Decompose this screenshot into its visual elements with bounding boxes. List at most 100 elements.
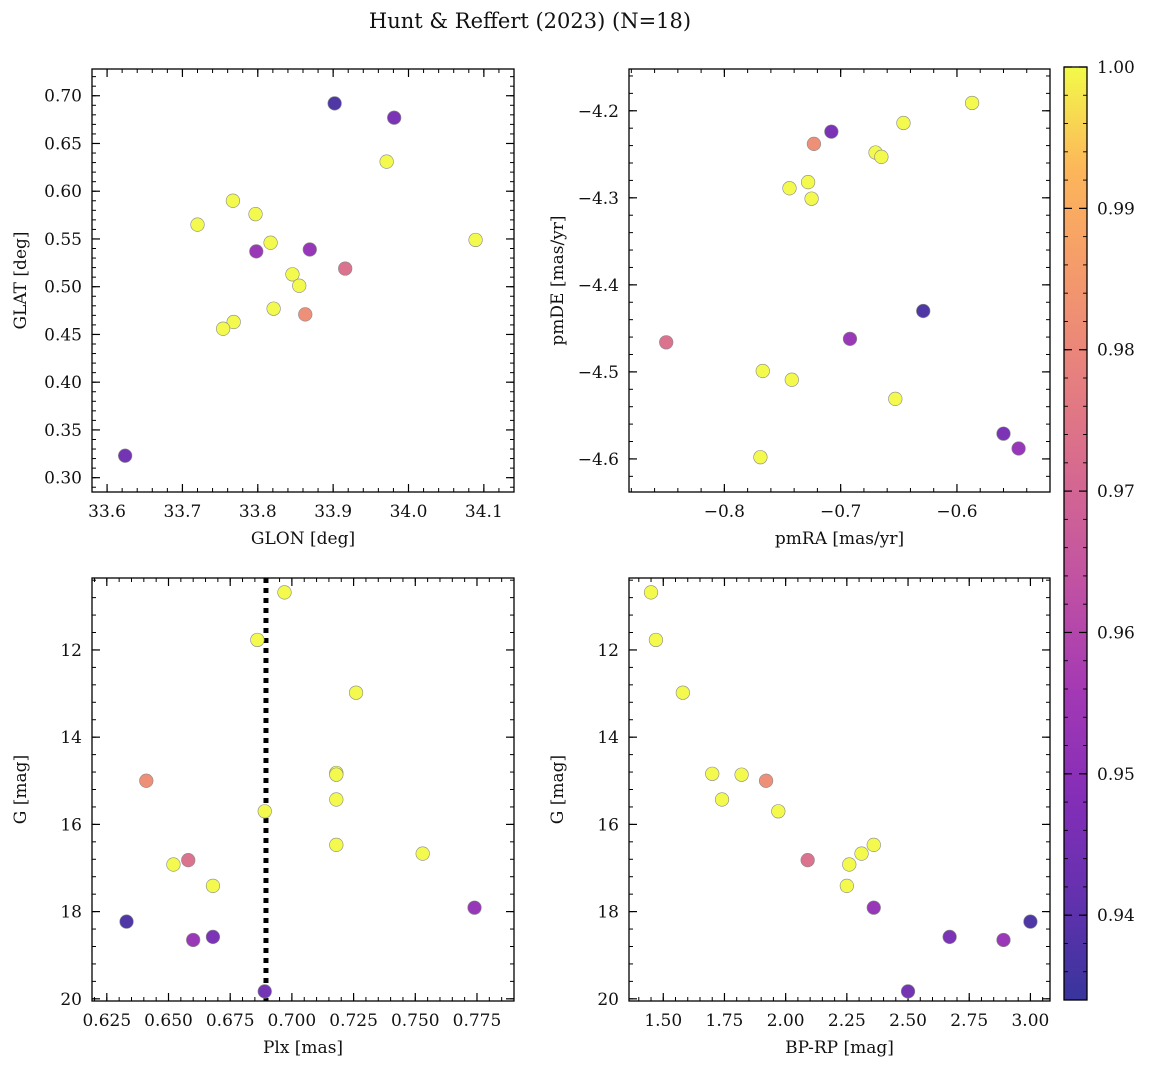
x-tick-label: 0.700 (268, 1011, 317, 1031)
y-tick-label: 0.60 (44, 182, 82, 202)
data-points (119, 578, 482, 1001)
data-points (659, 95, 1026, 465)
x-tick-label: 2.00 (767, 1011, 805, 1031)
data-point (302, 242, 317, 257)
y-tick-label: 0.65 (44, 134, 82, 154)
y-tick-label: −4.6 (578, 450, 619, 470)
data-point (205, 929, 221, 944)
x-tick-label: 33.9 (314, 502, 352, 522)
data-point (277, 585, 292, 600)
y-tick-label: −4.4 (578, 276, 619, 296)
data-point (842, 857, 857, 872)
data-point (387, 110, 402, 125)
colorbar-tick-label: 0.99 (1097, 199, 1135, 219)
y-tick-label: 16 (60, 815, 82, 835)
data-point (338, 261, 353, 276)
axes-frame (91, 68, 515, 493)
y-tick-label: 0.30 (44, 469, 82, 489)
data-point (784, 372, 799, 387)
x-tick-label: 0.775 (453, 1011, 502, 1031)
y-tick-label: 20 (60, 990, 82, 1010)
x-tick-label: 2.50 (889, 1011, 927, 1031)
data-point (964, 95, 980, 111)
data-point (842, 331, 858, 346)
data-point (1011, 441, 1026, 456)
data-point (119, 914, 134, 929)
data-point (996, 932, 1011, 948)
data-point (659, 335, 674, 350)
x-axis-label: BP-RP [mag] (785, 1038, 894, 1058)
y-axis-label: pmDE [mas/yr] (548, 215, 568, 345)
colorbar-tick-label: 1.00 (1097, 58, 1135, 78)
data-point (734, 767, 749, 782)
y-axis-label: G [mag] (11, 755, 31, 824)
data-point (800, 853, 815, 868)
data-point (216, 321, 231, 336)
y-tick-label: 14 (60, 728, 82, 748)
y-tick-label: 16 (597, 815, 619, 835)
colorbar-tick-label: 0.96 (1097, 623, 1135, 643)
data-point (348, 685, 364, 700)
colorbar-gradient (1064, 67, 1087, 1000)
data-point (753, 450, 768, 465)
x-axis-label: Plx [mas] (263, 1038, 343, 1058)
data-point (714, 792, 730, 807)
colorbar-tick-label: 0.97 (1097, 482, 1135, 502)
x-axis-label: GLON [deg] (251, 529, 355, 549)
panel-bprp-g: 1.50 1.75 2.00 2.25 2.50 2.75 3.00 12 14 16 18 20 BP… (548, 577, 1051, 1058)
x-tick-label: −0.6 (936, 502, 977, 522)
y-tick-label: −4.2 (578, 102, 619, 122)
panels: 33.6 33.7 33.8 33.9 34.0 34.1 0.30 0.35 0.40 0.45… (11, 68, 1051, 1058)
data-point (329, 792, 344, 807)
y-axis-label: GLAT [deg] (11, 231, 31, 329)
data-point (755, 363, 770, 379)
data-point (181, 853, 196, 868)
axes-frame (91, 577, 515, 1002)
colorbar-tick-label: 0.95 (1097, 765, 1135, 785)
x-tick-label: 33.7 (163, 502, 201, 522)
x-tick-label: −0.7 (820, 502, 861, 522)
data-point (806, 136, 822, 151)
colorbar-frame (1063, 66, 1088, 1001)
data-point (248, 207, 263, 222)
x-tick-label: 2.75 (950, 1011, 988, 1031)
y-axis-label: G [mag] (548, 755, 568, 824)
data-point (190, 217, 205, 232)
y-tick-label: 0.45 (44, 325, 82, 345)
data-point (705, 766, 720, 781)
x-tick-label: 0.675 (206, 1011, 255, 1031)
data-point (379, 154, 394, 169)
y-tick-label: 18 (60, 903, 82, 923)
data-point (782, 181, 797, 196)
data-point (166, 857, 181, 872)
data-point (800, 175, 816, 190)
data-point (415, 846, 430, 861)
data-point (250, 632, 265, 648)
data-point (249, 244, 264, 259)
figure-title: Hunt & Reffert (2023) (N=18) (369, 9, 691, 33)
x-tick-label: 1.50 (644, 1011, 682, 1031)
x-tick-label: 0.750 (391, 1011, 440, 1031)
data-point (468, 232, 483, 248)
data-point (643, 585, 659, 600)
data-point (292, 278, 307, 293)
colorbar-tick-label: 0.98 (1097, 341, 1135, 361)
data-point (839, 878, 854, 893)
y-tick-label: 0.55 (44, 230, 82, 250)
panel-plx-g: 0.625 0.650 0.675 0.700 0.725 0.750 0.775 12 14 1… (11, 577, 515, 1058)
y-tick-label: 0.35 (44, 421, 82, 441)
data-point (996, 426, 1011, 441)
data-point (257, 984, 272, 999)
data-point (1023, 914, 1038, 929)
x-tick-label: 0.650 (144, 1011, 193, 1031)
x-tick-label: 34.1 (465, 502, 503, 522)
data-point (854, 846, 869, 861)
data-points (643, 585, 1038, 999)
data-point (675, 685, 690, 700)
data-point (285, 267, 300, 282)
data-point (139, 773, 154, 788)
y-tick-label: 14 (597, 728, 619, 748)
y-tick-label: 0.40 (44, 373, 82, 393)
data-point (942, 929, 957, 944)
